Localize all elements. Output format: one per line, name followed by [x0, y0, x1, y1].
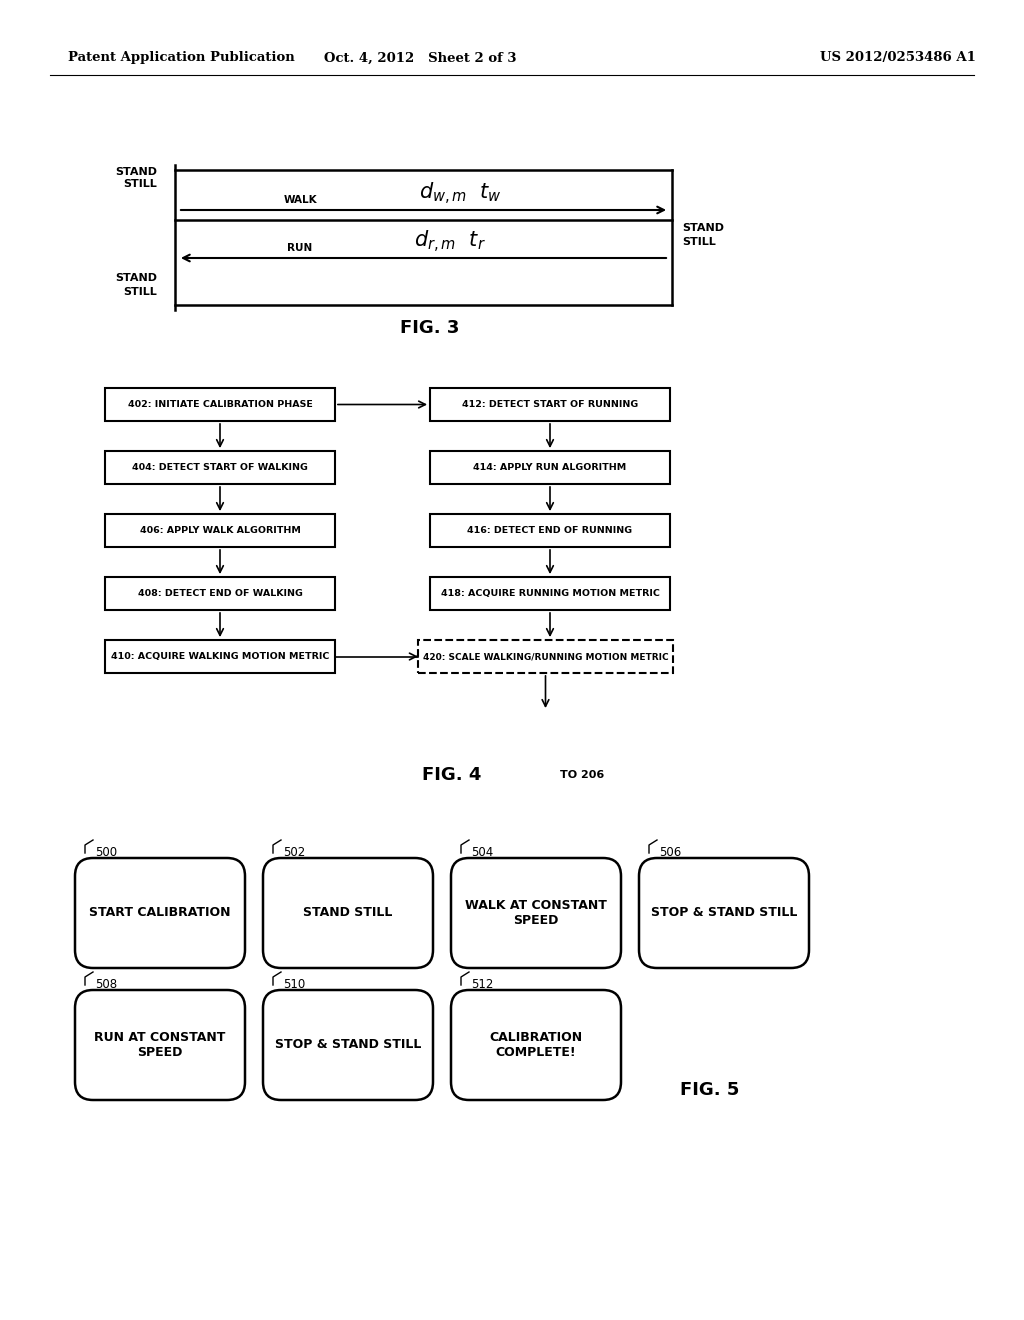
FancyBboxPatch shape — [105, 513, 335, 546]
Text: 420: SCALE WALKING/RUNNING MOTION METRIC: 420: SCALE WALKING/RUNNING MOTION METRIC — [423, 652, 669, 661]
FancyBboxPatch shape — [105, 388, 335, 421]
Text: WALK: WALK — [284, 195, 316, 205]
FancyBboxPatch shape — [430, 577, 670, 610]
Text: STOP & STAND STILL: STOP & STAND STILL — [651, 907, 798, 920]
Text: FIG. 4: FIG. 4 — [422, 766, 481, 784]
FancyBboxPatch shape — [430, 388, 670, 421]
Text: 502: 502 — [283, 846, 305, 859]
Text: Patent Application Publication: Patent Application Publication — [68, 51, 295, 65]
FancyBboxPatch shape — [430, 451, 670, 484]
Text: STILL: STILL — [123, 286, 157, 297]
Text: STILL: STILL — [123, 180, 157, 189]
FancyBboxPatch shape — [105, 577, 335, 610]
Text: $d_{r,m}$  $t_r$: $d_{r,m}$ $t_r$ — [414, 228, 486, 255]
Text: STILL: STILL — [682, 238, 716, 247]
Text: 504: 504 — [471, 846, 494, 859]
Text: TO 206: TO 206 — [560, 770, 604, 780]
Text: FIG. 5: FIG. 5 — [680, 1081, 739, 1100]
Text: STOP & STAND STILL: STOP & STAND STILL — [274, 1039, 421, 1052]
Text: 402: INITIATE CALIBRATION PHASE: 402: INITIATE CALIBRATION PHASE — [128, 400, 312, 409]
FancyBboxPatch shape — [263, 990, 433, 1100]
Text: RUN: RUN — [288, 243, 312, 253]
Text: 500: 500 — [95, 846, 117, 859]
Text: 418: ACQUIRE RUNNING MOTION METRIC: 418: ACQUIRE RUNNING MOTION METRIC — [440, 589, 659, 598]
Text: 416: DETECT END OF RUNNING: 416: DETECT END OF RUNNING — [467, 525, 633, 535]
Text: 406: APPLY WALK ALGORITHM: 406: APPLY WALK ALGORITHM — [139, 525, 300, 535]
Text: 512: 512 — [471, 978, 494, 991]
Text: 506: 506 — [659, 846, 681, 859]
Text: 412: DETECT START OF RUNNING: 412: DETECT START OF RUNNING — [462, 400, 638, 409]
Text: FIG. 3: FIG. 3 — [400, 319, 460, 337]
FancyBboxPatch shape — [451, 858, 621, 968]
FancyBboxPatch shape — [263, 858, 433, 968]
Text: 404: DETECT START OF WALKING: 404: DETECT START OF WALKING — [132, 463, 308, 473]
FancyBboxPatch shape — [430, 513, 670, 546]
Text: START CALIBRATION: START CALIBRATION — [89, 907, 230, 920]
Text: 508: 508 — [95, 978, 117, 991]
Text: US 2012/0253486 A1: US 2012/0253486 A1 — [820, 51, 976, 65]
Text: WALK AT CONSTANT
SPEED: WALK AT CONSTANT SPEED — [465, 899, 607, 927]
FancyBboxPatch shape — [75, 858, 245, 968]
Text: STAND: STAND — [115, 168, 157, 177]
FancyBboxPatch shape — [105, 640, 335, 673]
Text: 410: ACQUIRE WALKING MOTION METRIC: 410: ACQUIRE WALKING MOTION METRIC — [111, 652, 329, 661]
FancyBboxPatch shape — [75, 990, 245, 1100]
Text: RUN AT CONSTANT
SPEED: RUN AT CONSTANT SPEED — [94, 1031, 225, 1059]
Text: 408: DETECT END OF WALKING: 408: DETECT END OF WALKING — [137, 589, 302, 598]
Text: 510: 510 — [283, 978, 305, 991]
Text: STAND STILL: STAND STILL — [303, 907, 392, 920]
Text: CALIBRATION
COMPLETE!: CALIBRATION COMPLETE! — [489, 1031, 583, 1059]
FancyBboxPatch shape — [451, 990, 621, 1100]
Text: Oct. 4, 2012   Sheet 2 of 3: Oct. 4, 2012 Sheet 2 of 3 — [324, 51, 516, 65]
Text: STAND: STAND — [115, 273, 157, 282]
FancyBboxPatch shape — [105, 451, 335, 484]
FancyBboxPatch shape — [418, 640, 673, 673]
Text: 414: APPLY RUN ALGORITHM: 414: APPLY RUN ALGORITHM — [473, 463, 627, 473]
Text: STAND: STAND — [682, 223, 724, 234]
FancyBboxPatch shape — [639, 858, 809, 968]
Text: $d_{w,m}$  $t_w$: $d_{w,m}$ $t_w$ — [419, 181, 502, 207]
